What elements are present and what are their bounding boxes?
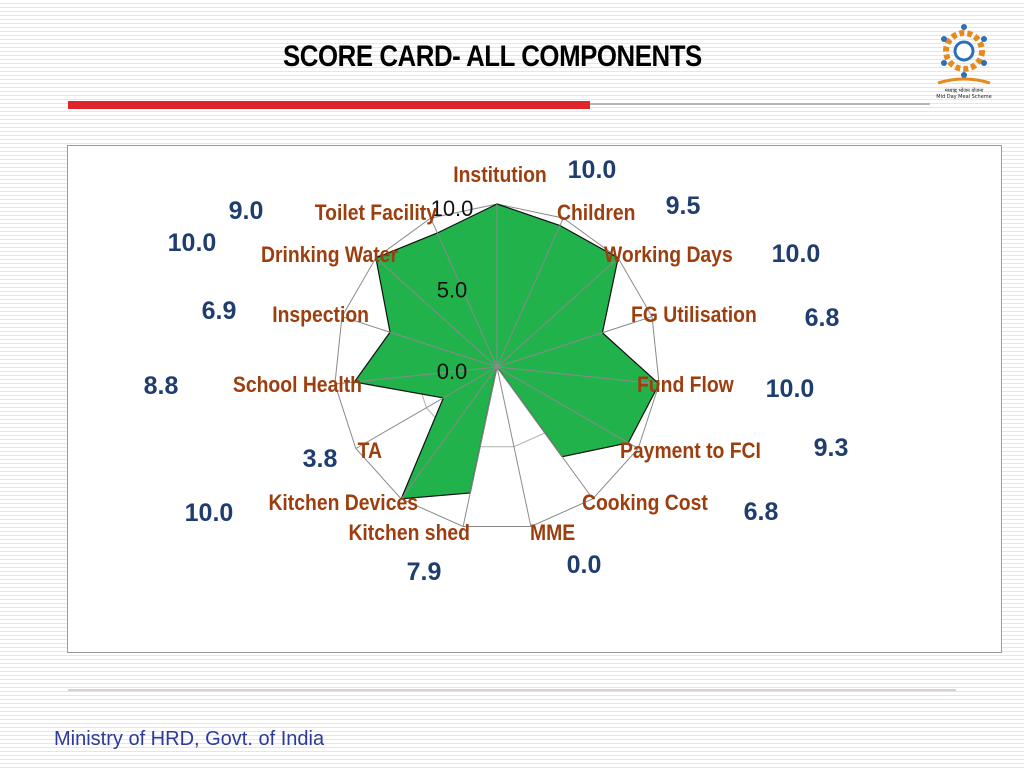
data-value-label: 0.0 xyxy=(567,551,602,579)
category-label: Kitchen shed xyxy=(348,521,470,545)
data-value-label: 9.5 xyxy=(666,192,701,220)
data-value-label: 9.0 xyxy=(229,197,264,225)
radar-spoke xyxy=(496,316,653,368)
data-value-label: 10.0 xyxy=(168,229,217,257)
category-label: Toilet Facility xyxy=(315,201,438,225)
category-label: TA xyxy=(358,439,382,463)
logo-caption-hindi: मध्याह्न भोजन योजना xyxy=(944,88,984,94)
data-value-label: 10.0 xyxy=(185,499,234,527)
category-label: Working Days xyxy=(604,243,733,267)
category-label: MME xyxy=(530,521,575,545)
logo-caption-english: Mid Day Meal Scheme xyxy=(936,94,992,100)
category-label: Cooking Cost xyxy=(582,491,708,515)
footer-rule xyxy=(68,689,956,691)
radar-spoke xyxy=(334,366,498,385)
radar-tick-label: 0.0 xyxy=(437,359,468,384)
radar-spoke xyxy=(430,217,498,368)
category-label: School Health xyxy=(233,373,362,397)
data-value-label: 8.8 xyxy=(144,372,179,400)
logo-caption: मध्याह्न भोजन योजना Mid Day Meal Scheme xyxy=(924,88,1004,100)
data-value-label: 6.8 xyxy=(744,498,779,526)
data-value-label: 6.9 xyxy=(202,297,237,325)
slide-title: SCORE CARD- ALL COMPONENTS xyxy=(283,40,702,73)
data-value-label: 7.9 xyxy=(407,558,442,586)
category-label: Institution xyxy=(453,163,547,187)
radar-spoke xyxy=(496,217,564,368)
footer-text: Ministry of HRD, Govt. of India xyxy=(54,728,325,750)
radar-spoke xyxy=(341,316,498,368)
radar-spoke xyxy=(355,366,498,449)
radar-tick-label: 5.0 xyxy=(437,278,468,303)
category-label: Fund Flow xyxy=(637,373,735,397)
radar-spoke xyxy=(400,366,498,500)
category-label: Inspection xyxy=(272,303,369,327)
data-value-label: 10.0 xyxy=(766,375,815,403)
data-value-label: 10.0 xyxy=(772,240,821,268)
radar-outer-ring xyxy=(334,203,660,527)
radar-chart: 0.0 5.0 10.0 Institution 10.0 Children 9.5 Work… xyxy=(144,156,849,586)
category-label: FG Utilisation xyxy=(631,303,757,327)
title-rule-red xyxy=(68,101,590,109)
radar-spoke xyxy=(496,366,660,385)
category-label: Drinking Water xyxy=(261,243,398,267)
data-value-label: 3.8 xyxy=(303,445,338,473)
mid-day-meal-logo xyxy=(937,24,991,85)
data-value-label: 6.8 xyxy=(805,304,840,332)
data-value-label: 9.3 xyxy=(814,434,849,462)
radar-spoke xyxy=(462,366,498,527)
category-label: Payment to FCI xyxy=(620,439,761,463)
radar-spoke xyxy=(496,257,619,368)
radar-spoke xyxy=(375,257,498,368)
category-label: Children xyxy=(557,201,636,225)
category-label: Kitchen Devices xyxy=(268,491,418,515)
radar-spoke xyxy=(496,366,639,449)
title-rule-grey xyxy=(590,103,930,105)
radar-spoke xyxy=(496,366,594,500)
radar-tick-label: 10.0 xyxy=(431,196,474,221)
data-value-label: 10.0 xyxy=(568,156,617,184)
radar-spoke xyxy=(496,366,532,527)
